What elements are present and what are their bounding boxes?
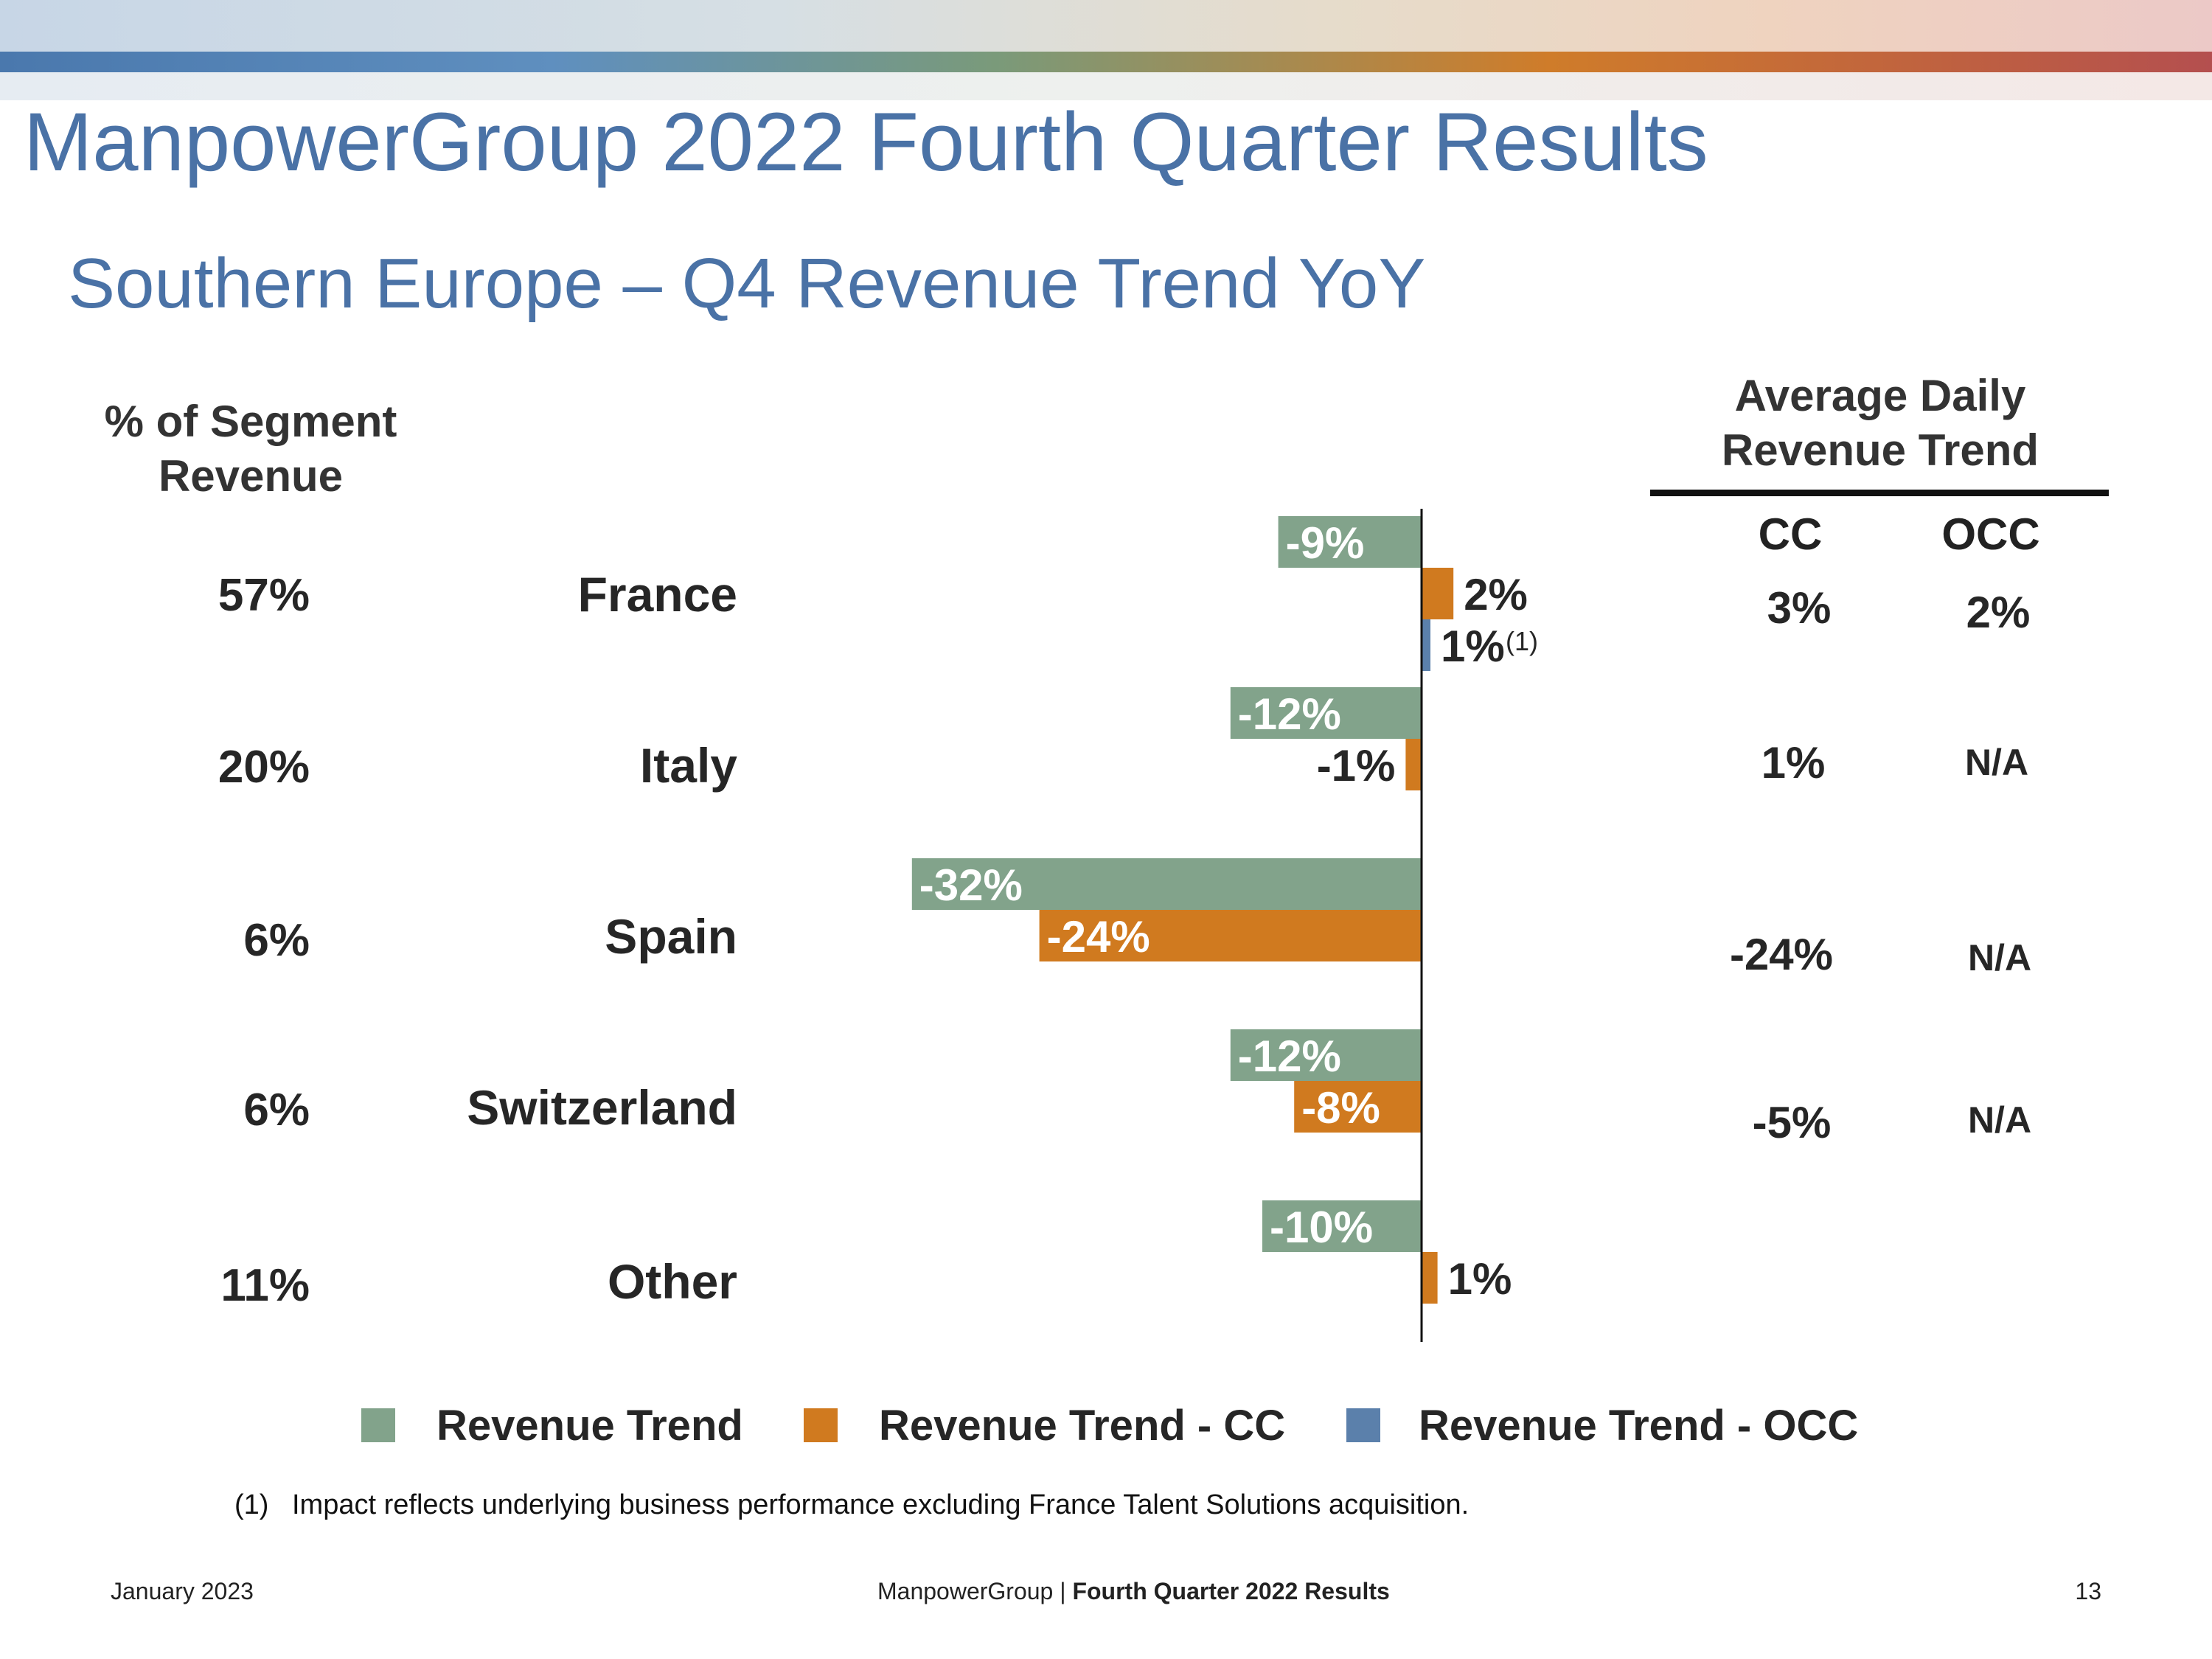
- adr-occ-switzerland: N/A: [1967, 1099, 2032, 1141]
- label-switzerland-revenue-trend-cc: -8%: [1301, 1083, 1380, 1133]
- label-france-revenue-trend-occ: 1%: [1441, 622, 1505, 671]
- bar-france-revenue-trend-occ: [1422, 619, 1430, 671]
- bar-other-revenue-trend-cc: [1422, 1252, 1438, 1304]
- bar-other-revenue-trend: [1262, 1200, 1422, 1252]
- adr-trend-header: Average Daily Revenue Trend: [1721, 371, 2039, 475]
- legend-swatch-revenue-trend: [361, 1408, 395, 1442]
- adr-occ-italy: N/A: [1964, 742, 2029, 783]
- country-label-other: Other: [607, 1254, 737, 1309]
- label-spain-revenue-trend-cc: -24%: [1047, 912, 1150, 961]
- segment-pct-switzerland: 6%: [243, 1085, 310, 1135]
- footnote-text: Impact reflects underlying business perf…: [292, 1489, 1470, 1520]
- country-label-italy: Italy: [639, 738, 737, 793]
- segment-pct-italy: 20%: [218, 742, 310, 793]
- page-title: ManpowerGroup 2022 Fourth Quarter Result…: [24, 96, 1708, 188]
- bar-france-revenue-trend: [1278, 516, 1422, 568]
- slide-subtitle: Southern Europe – Q4 Revenue Trend YoY: [68, 244, 1426, 323]
- country-label-switzerland: Switzerland: [467, 1080, 737, 1135]
- label-switzerland-revenue-trend: -12%: [1238, 1032, 1341, 1081]
- label-other-revenue-trend: -10%: [1270, 1203, 1373, 1252]
- footnote-number: (1): [234, 1489, 269, 1520]
- bar-switzerland-revenue-trend-cc: [1294, 1081, 1422, 1133]
- adr-cc-france: 3%: [1767, 583, 1832, 633]
- label-france-revenue-trend-cc: 2%: [1464, 570, 1528, 619]
- adr-header-rule: [1650, 490, 2109, 496]
- segment-pct-france: 57%: [218, 570, 310, 621]
- cc-column-header: CC: [1758, 509, 1823, 559]
- adr-cc-spain: -24%: [1729, 930, 1834, 979]
- header-color-bar: [0, 52, 2212, 72]
- label-spain-revenue-trend: -32%: [919, 860, 1023, 910]
- bar-spain-revenue-trend: [911, 858, 1422, 910]
- bar-switzerland-revenue-trend: [1230, 1029, 1422, 1081]
- label-france-revenue-trend: -9%: [1286, 518, 1365, 568]
- label-italy-revenue-trend: -12%: [1238, 689, 1341, 739]
- bar-spain-revenue-trend-cc: [1039, 910, 1422, 961]
- footer-date: January 2023: [111, 1578, 254, 1604]
- bar-italy-revenue-trend: [1230, 687, 1422, 739]
- label-other-revenue-trend-cc: 1%: [1448, 1254, 1512, 1304]
- annotation-france: (1): [1506, 626, 1538, 656]
- adr-cc-italy: 1%: [1761, 738, 1826, 787]
- footer-report-title: ManpowerGroup | Fourth Quarter 2022 Resu…: [877, 1578, 1390, 1604]
- adr-occ-france: 2%: [1966, 588, 2031, 637]
- header-light-band: [0, 72, 2212, 100]
- footer-page-number: 13: [2075, 1578, 2101, 1604]
- country-label-france: France: [577, 567, 737, 622]
- legend-swatch-revenue-trend-cc: [804, 1408, 838, 1442]
- bar-france-revenue-trend-cc: [1422, 568, 1454, 619]
- legend-swatch-revenue-trend-occ: [1346, 1408, 1380, 1442]
- adr-occ-spain: N/A: [1967, 937, 2032, 978]
- adr-cc-switzerland: -5%: [1752, 1098, 1832, 1147]
- segment-revenue-header: % of Segment Revenue: [104, 397, 397, 501]
- bar-italy-revenue-trend-cc: [1405, 739, 1422, 790]
- header-gradient-band: [0, 0, 2212, 52]
- revenue-trend-bar-chart: -9%2%1%-12%-1%-32%-24%-12%-8%-10%1%(1): [911, 509, 1538, 1342]
- occ-column-header: OCC: [1941, 509, 2040, 559]
- segment-pct-spain: 6%: [243, 915, 310, 966]
- country-label-spain: Spain: [605, 909, 737, 964]
- segment-pct-other: 11%: [220, 1260, 310, 1311]
- label-italy-revenue-trend-cc: -1%: [1317, 741, 1396, 790]
